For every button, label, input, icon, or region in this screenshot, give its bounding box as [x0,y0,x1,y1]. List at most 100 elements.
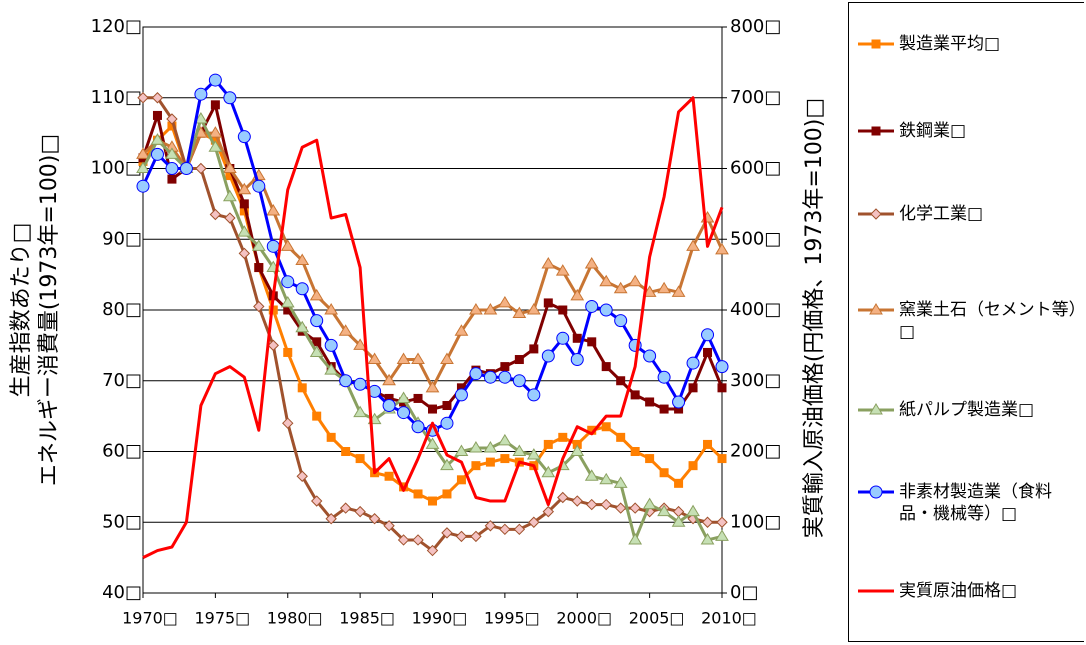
marker [556,331,570,345]
marker [469,367,483,381]
marker [310,314,324,328]
marker [500,362,510,372]
marker [601,362,611,372]
marker [541,465,556,478]
marker [283,347,293,357]
legend-label: 製造業平均□ [899,34,1001,54]
marker [309,345,324,357]
marker [703,439,713,449]
y-tick-label: 70□ [102,370,142,391]
y-tick-label: 60□ [102,441,142,462]
marker [688,461,698,471]
marker [222,161,237,173]
marker [310,495,323,507]
marker [715,360,729,374]
marker [442,489,452,499]
y2-tick-label: 100□ [730,511,781,532]
legend-entry: 紙パルプ製造業□ [857,399,1079,421]
marker [353,405,368,418]
marker [871,126,881,136]
x-tick-label: 2010□ [701,609,757,628]
marker [325,513,337,525]
marker [513,523,526,536]
marker [628,532,643,545]
marker [209,208,222,221]
marker [584,257,599,269]
marker [136,179,150,193]
marker [456,475,466,485]
y-tick-label: 110□ [91,87,142,108]
marker [469,303,483,315]
legend-label: 非素材製造業（食料品・機械等）□ [899,482,1052,524]
marker [195,162,207,175]
marker [297,383,307,393]
marker [296,470,308,482]
marker [586,498,598,511]
marker [354,505,366,518]
legend-swatch [858,208,894,220]
y2-tick-label: 300□ [730,370,781,391]
marker [413,393,423,403]
y-tick-label: 100□ [91,158,142,179]
marker [136,147,150,159]
marker [570,353,584,367]
legend-entry: 非素材製造業（食料品・機械等）□ [857,481,1079,525]
marker [499,523,511,536]
marker [341,447,351,456]
marker [238,247,251,260]
marker [497,295,512,308]
marker [222,189,237,202]
legend-swatch [858,485,894,499]
y-tick-label: 40□ [102,582,142,603]
marker [630,390,640,400]
marker [471,461,481,471]
marker [397,534,410,546]
marker [194,87,208,101]
marker [295,282,309,296]
series-line [142,96,724,559]
marker [324,303,339,315]
marker [339,374,353,388]
marker [645,454,655,464]
marker [871,39,881,49]
marker [557,491,569,504]
marker [514,355,524,365]
legend-swatch [858,303,894,315]
marker [281,275,295,289]
marker [368,513,381,525]
marker [254,263,264,273]
marker [558,432,568,442]
x-tick-label: 1995□ [484,609,540,628]
legend-label: 実質原油価格□ [899,581,1018,601]
y2-tick-label: 600□ [730,158,781,179]
marker [587,337,597,347]
x-tick-label: 1975□ [194,609,250,628]
marker [542,505,555,518]
y-tick-label: 90□ [102,228,142,249]
marker [570,288,585,301]
marker [717,454,727,464]
marker [280,295,295,308]
x-tick-label: 2005□ [629,609,685,628]
marker [210,100,220,110]
marker [601,422,611,432]
marker [613,281,628,294]
series-line [141,78,724,432]
x-tick-label: 1990□ [412,609,468,628]
marker [251,239,266,251]
marker [701,328,715,342]
marker [671,285,686,297]
marker [599,274,614,287]
marker [600,498,612,511]
marker [688,383,698,393]
marker [500,454,510,464]
plot-border [142,26,723,594]
marker [512,374,526,388]
marker [614,502,627,514]
marker [558,305,568,315]
marker [528,516,540,528]
marker [570,444,585,456]
marker [599,303,613,317]
marker [483,303,498,315]
marker [413,489,423,499]
